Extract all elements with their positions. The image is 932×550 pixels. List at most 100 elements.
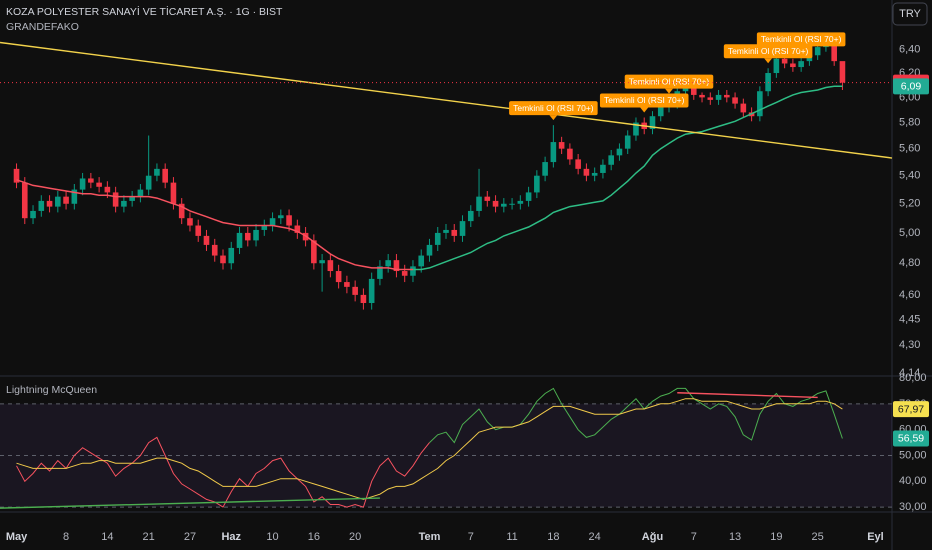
candle-body bbox=[104, 186, 111, 193]
candle-body bbox=[368, 278, 375, 304]
annotation-text: Temkinli Ol (RSI 70+) bbox=[513, 103, 594, 113]
y-tick-label: 4,30 bbox=[899, 339, 920, 351]
x-tick-label: 7 bbox=[691, 531, 697, 543]
candle-body bbox=[773, 58, 780, 74]
candle-body bbox=[624, 135, 631, 149]
price-label-box bbox=[893, 430, 929, 447]
candle-body bbox=[567, 148, 573, 160]
annotation-box bbox=[509, 101, 598, 116]
candle-body bbox=[253, 229, 259, 241]
x-tick-label: 13 bbox=[729, 531, 741, 543]
rsi-line bbox=[16, 398, 843, 500]
candle-body bbox=[38, 200, 45, 211]
trend-line bbox=[0, 41, 893, 159]
candle-body bbox=[278, 215, 284, 219]
currency-button[interactable] bbox=[892, 2, 928, 26]
candle-body bbox=[187, 218, 193, 226]
annotation-box bbox=[624, 74, 714, 89]
candle-body bbox=[170, 182, 177, 204]
x-tick-label: 16 bbox=[308, 531, 320, 543]
candle-body bbox=[236, 232, 243, 248]
candle-body bbox=[410, 266, 416, 276]
candle-body bbox=[740, 103, 747, 113]
candle-body bbox=[814, 47, 821, 56]
x-tick-label: 10 bbox=[266, 531, 278, 543]
x-tick-label: Ağu bbox=[642, 531, 663, 543]
candle-body bbox=[294, 225, 301, 233]
x-tick-label: Haz bbox=[221, 531, 241, 543]
annotation-box bbox=[723, 44, 813, 59]
candle-body bbox=[162, 168, 168, 183]
candle-body bbox=[492, 200, 499, 207]
x-tick-label: 27 bbox=[184, 531, 196, 543]
candle-body bbox=[88, 178, 94, 183]
candle-body bbox=[649, 116, 656, 130]
x-tick-label: May bbox=[6, 531, 28, 543]
candle-body bbox=[831, 43, 837, 62]
candle-body bbox=[765, 73, 771, 92]
y-tick-label: 5,20 bbox=[899, 198, 920, 210]
candle-body bbox=[690, 87, 697, 95]
candle-body bbox=[443, 229, 449, 233]
price-label: 6,09 bbox=[901, 81, 922, 93]
candle-body bbox=[699, 94, 705, 98]
candle-body bbox=[311, 240, 317, 264]
x-tick-label: 19 bbox=[770, 531, 782, 543]
candle-body bbox=[550, 142, 557, 163]
candle-body bbox=[600, 164, 606, 173]
y-tick-label: 5,40 bbox=[899, 170, 920, 182]
candle-body bbox=[575, 159, 581, 169]
candle-body bbox=[154, 168, 160, 176]
y-tick-label: 6,40 bbox=[899, 43, 920, 55]
candle-body bbox=[707, 97, 714, 100]
candle-body bbox=[633, 122, 639, 136]
x-tick-label: Eyl bbox=[867, 531, 884, 543]
candle-body bbox=[591, 172, 598, 176]
candle-body bbox=[13, 168, 20, 183]
candle-body bbox=[178, 203, 185, 219]
annotation-pointer bbox=[549, 115, 558, 121]
candle-body bbox=[327, 260, 334, 272]
currency-label[interactable]: TRY bbox=[899, 8, 921, 20]
annotation-pointer bbox=[764, 58, 773, 64]
y-tick-label: 80,00 bbox=[899, 372, 927, 384]
candle-body bbox=[377, 266, 383, 279]
price-label-box bbox=[893, 78, 929, 95]
price-label: 56,59 bbox=[898, 433, 924, 445]
y-tick-label: 5,80 bbox=[899, 116, 920, 128]
candle-body bbox=[137, 189, 144, 197]
candle-body bbox=[501, 203, 507, 207]
candle-body bbox=[30, 210, 36, 219]
y-tick-label: 4,80 bbox=[899, 257, 920, 269]
candle-body bbox=[790, 63, 796, 68]
annotation-text: Temkinli Ol (RSI 70+) bbox=[761, 34, 842, 44]
y-tick-label: 50,00 bbox=[899, 449, 927, 461]
annotation-pointer bbox=[640, 107, 649, 113]
candle-body bbox=[715, 94, 722, 100]
annotation-text: Temkinli Ol (RSI 70+) bbox=[629, 76, 710, 86]
candle-body bbox=[385, 260, 391, 267]
candle-body bbox=[839, 61, 846, 83]
candle-body bbox=[517, 200, 524, 204]
annotation-box bbox=[756, 32, 846, 47]
candle-body bbox=[55, 196, 61, 207]
x-tick-label: 7 bbox=[468, 531, 474, 543]
candle-body bbox=[476, 196, 482, 211]
candle-body bbox=[46, 200, 53, 207]
candle-body bbox=[203, 235, 210, 245]
x-tick-label: Tem bbox=[419, 531, 441, 543]
candle-body bbox=[732, 97, 738, 104]
candle-body bbox=[418, 255, 425, 267]
candle-body bbox=[657, 107, 664, 117]
x-tick-label: 21 bbox=[143, 531, 155, 543]
candle-body bbox=[63, 196, 69, 204]
candle-body bbox=[451, 229, 458, 236]
candle-body bbox=[228, 247, 235, 264]
y-tick-label: 4,60 bbox=[899, 289, 920, 301]
x-tick-label: 14 bbox=[101, 531, 113, 543]
candle-body bbox=[558, 142, 565, 149]
candle-body bbox=[616, 148, 623, 156]
price-label: 67,97 bbox=[898, 403, 924, 415]
candle-body bbox=[195, 225, 202, 236]
candle-body bbox=[781, 58, 788, 64]
